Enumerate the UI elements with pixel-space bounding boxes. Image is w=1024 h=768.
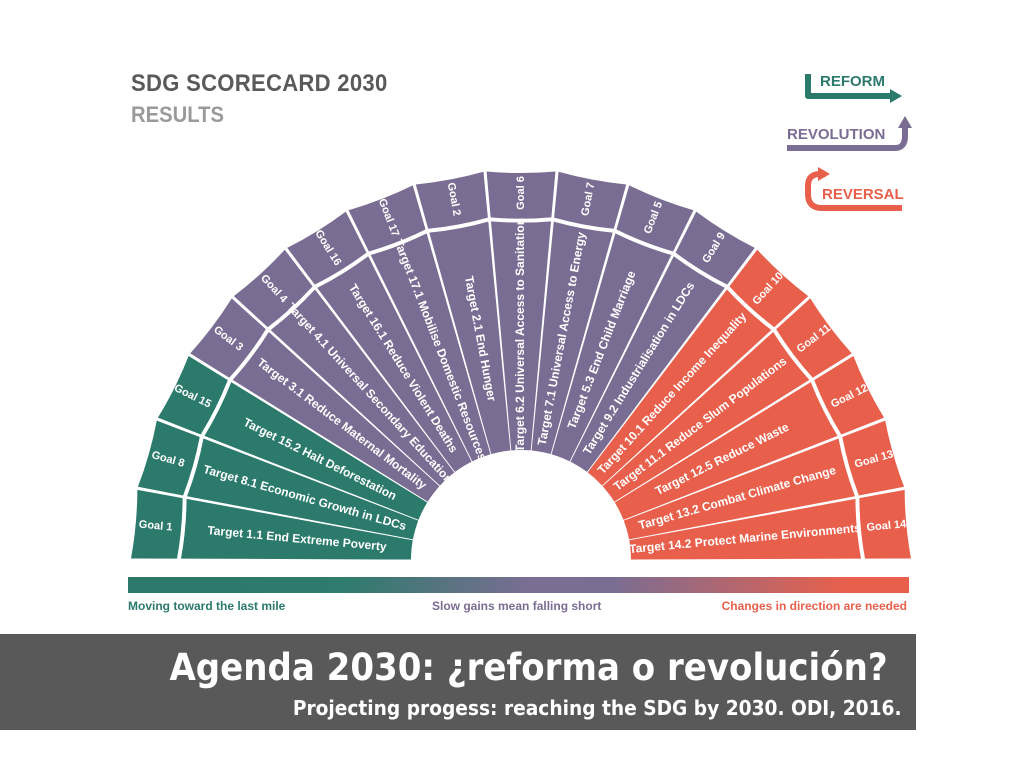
- fan-segment: Target 6.2 Universal Access to Sanitatio…: [486, 171, 556, 452]
- target-wedge: [181, 498, 413, 560]
- target-wedge: [570, 256, 725, 472]
- target-wedge: [587, 289, 772, 486]
- target-wedge: [317, 256, 472, 472]
- scale-label-right: Changes in direction are needed: [721, 599, 907, 613]
- scorecard-title: SDG SCORECARD 2030: [131, 70, 388, 97]
- goal-band: [137, 420, 200, 496]
- goal-band: [415, 171, 488, 229]
- scale-label-left: Moving toward the last mile: [128, 599, 286, 613]
- goal-band: [486, 171, 556, 219]
- legend-label-reversal: REVERSAL: [822, 186, 904, 203]
- legend-label-revolution: REVOLUTION: [787, 126, 885, 143]
- target-wedge: [629, 498, 861, 560]
- goal-band: [190, 298, 266, 378]
- goal-band: [233, 249, 313, 328]
- arrow-up-curve-icon: [787, 126, 908, 151]
- target-label: Target 6.2 Universal Access to Sanitatio…: [513, 218, 527, 452]
- arrow-right-icon: [805, 74, 892, 99]
- legend: REFORM REVOLUTION REVERSAL: [787, 73, 912, 211]
- goal-band: [554, 171, 627, 229]
- target-wedge: [187, 438, 419, 540]
- goal-band: [729, 249, 809, 328]
- legend-item-reform: REFORM: [805, 73, 902, 103]
- progress-scale-bar: [128, 577, 909, 593]
- fan-hub: [411, 450, 631, 560]
- goal-band: [776, 298, 852, 378]
- goal-band: [842, 420, 905, 496]
- goal-label: Goal 6: [515, 176, 527, 210]
- target-wedge: [623, 438, 855, 540]
- target-wedge: [370, 233, 491, 462]
- target-wedge: [614, 382, 838, 520]
- caption-banner: Agenda 2030: ¿reforma o revolución? Proj…: [0, 634, 916, 730]
- legend-label-reform: REFORM: [820, 73, 885, 90]
- target-wedge: [490, 221, 552, 451]
- target-wedge: [531, 221, 613, 455]
- target-wedge: [204, 382, 428, 520]
- goal-band: [859, 489, 911, 559]
- goal-band: [348, 185, 426, 252]
- legend-item-reversal: REVERSAL: [805, 167, 904, 211]
- scorecard-subtitle: RESULTS: [131, 102, 224, 127]
- caption-source: Projecting progess: reaching the SDG by …: [293, 696, 902, 720]
- scale-label-middle: Slow gains mean falling short: [432, 599, 602, 613]
- arrow-back-curve-icon: [805, 171, 902, 211]
- target-wedge: [602, 331, 810, 502]
- goal-label: Goal 14: [866, 518, 908, 534]
- caption-title: Agenda 2030: ¿reforma o revolución?: [169, 646, 888, 689]
- target-wedge: [429, 221, 511, 455]
- target-wedge: [551, 233, 672, 462]
- fan-segment: Target 14.2 Protect Marine Environments G…: [629, 489, 911, 560]
- legend-item-revolution: REVOLUTION: [787, 116, 912, 151]
- goal-band: [131, 489, 183, 559]
- goal-band: [616, 185, 694, 252]
- goal-band: [287, 211, 367, 285]
- goal-band: [675, 211, 755, 285]
- goal-band: [157, 356, 228, 435]
- target-wedge: [270, 289, 455, 486]
- goal-band: [814, 356, 885, 435]
- target-wedge: [232, 331, 440, 502]
- goal-label: Goal 1: [138, 519, 173, 534]
